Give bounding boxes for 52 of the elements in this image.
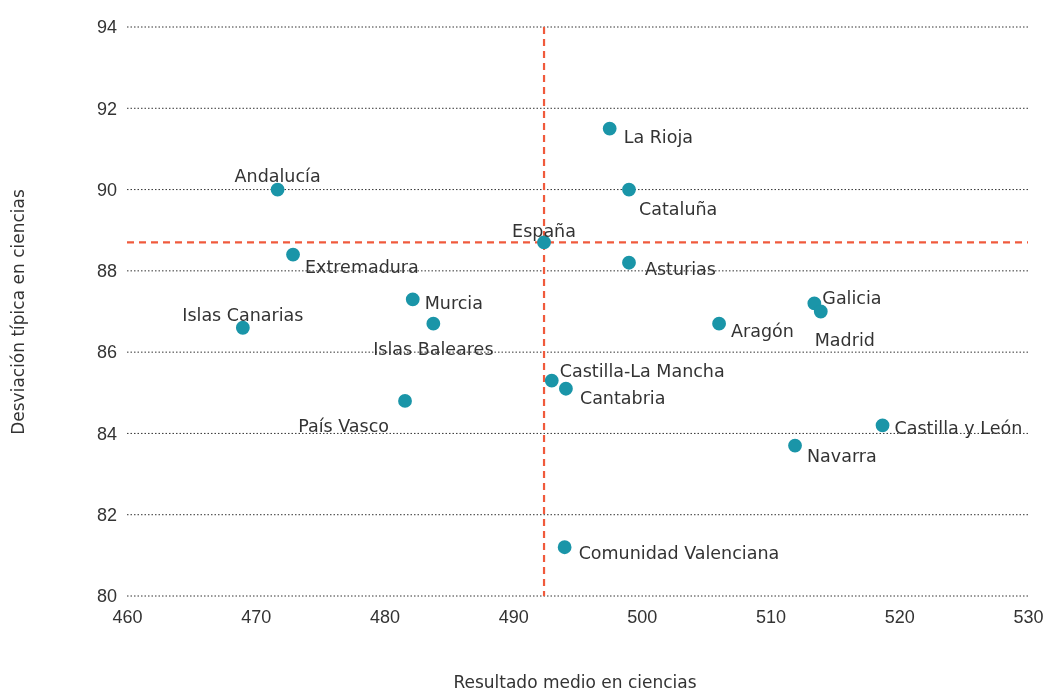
point	[544, 373, 559, 388]
annotation: Aragón	[731, 320, 794, 341]
y-tick-label: 92	[96, 98, 117, 119]
annotation: Castilla-La Mancha	[559, 360, 725, 381]
x-tick-label: 500	[627, 606, 658, 627]
point	[622, 255, 636, 270]
annotation: La Rioja	[623, 126, 694, 147]
annotation: País Vasco	[298, 416, 390, 437]
annotation: Navarra	[807, 445, 877, 466]
annotation: Asturias	[644, 258, 716, 279]
y-axis-title: Desviación típica en ciencias	[8, 189, 28, 435]
point	[270, 182, 285, 197]
point	[286, 247, 300, 262]
point	[559, 381, 573, 396]
y-tick-label: 88	[96, 261, 117, 282]
point	[405, 292, 420, 307]
annotation: Cantabria	[579, 387, 666, 408]
x-tick-label: 470	[241, 606, 272, 627]
x-tick-label: 530	[1013, 606, 1044, 627]
x-tick-label: 490	[498, 606, 529, 627]
annotation: Comunidad Valenciana	[578, 543, 780, 564]
annotation: Galicia	[822, 288, 882, 309]
annotation: Islas Baleares	[373, 338, 494, 359]
annotation: Castilla y León	[894, 418, 1023, 439]
point	[557, 540, 572, 555]
point	[235, 320, 250, 335]
y-tick-label: 80	[96, 586, 117, 607]
y-tick-label: 94	[96, 17, 117, 38]
annotation: España	[512, 220, 576, 241]
y-tick-label: 82	[96, 504, 117, 525]
point	[398, 394, 412, 408]
y-tick-label: 86	[96, 342, 117, 363]
annotation: Extremadura	[305, 256, 419, 277]
annotation: Andalucía	[234, 165, 321, 186]
y-tick-label: 84	[96, 423, 117, 444]
annotation: Cataluña	[638, 198, 718, 219]
point	[813, 304, 828, 319]
point	[622, 182, 636, 197]
annotation: Murcia	[424, 293, 483, 314]
point	[602, 121, 617, 136]
point	[788, 438, 802, 453]
x-tick-label: 480	[369, 606, 400, 627]
x-tick-label: 460	[112, 606, 143, 627]
y-tick-label: 90	[96, 179, 117, 200]
x-tick-label: 510	[756, 606, 787, 627]
point	[875, 418, 890, 433]
x-tick-label: 520	[884, 606, 915, 627]
annotation: Islas Canarias	[182, 304, 304, 325]
x-axis-title: Resultado medio en ciencias	[453, 672, 697, 692]
annotation: Madrid	[814, 329, 875, 350]
point	[712, 316, 726, 331]
point	[426, 316, 441, 331]
